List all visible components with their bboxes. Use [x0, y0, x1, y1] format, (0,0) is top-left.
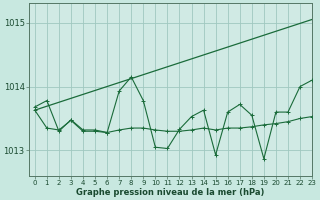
- X-axis label: Graphe pression niveau de la mer (hPa): Graphe pression niveau de la mer (hPa): [76, 188, 265, 197]
